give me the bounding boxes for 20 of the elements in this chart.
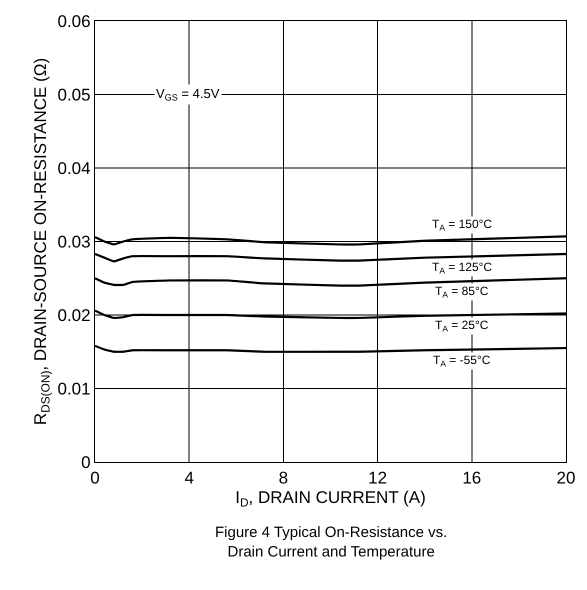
annotation: V$_{GS}$ = 4.5V <box>156 86 220 103</box>
x-axis-title: I$_{D}$, DRAIN CURRENT (A) <box>235 488 426 510</box>
x-tick-label: 20 <box>556 468 576 488</box>
y-tick-label: 0 <box>81 452 91 472</box>
x-tick-label: 8 <box>278 468 288 488</box>
y-tick-label: 0.03 <box>58 232 91 252</box>
series-label: T$_{A}$ = 85°C <box>435 284 489 300</box>
series-label: T$_{A}$ = 125°C <box>432 260 492 276</box>
y-tick-label: 0.04 <box>58 158 91 178</box>
series-label: T$_{A}$ = 25°C <box>435 318 489 334</box>
y-tick-label: 0.01 <box>58 379 91 398</box>
y-tick-label: 0.06 <box>58 12 91 31</box>
y-tick-label: 0.05 <box>58 85 91 104</box>
x-tick-label: 16 <box>462 468 482 488</box>
y-tick-label: 0.02 <box>58 306 91 325</box>
x-tick-label: 12 <box>368 468 388 488</box>
x-tick-label: 4 <box>184 468 194 488</box>
series-label: T$_{A}$ = 150°C <box>432 217 492 233</box>
series-label: T$_{A}$ = -55°C <box>433 353 491 369</box>
text: Figure 4 Typical On-Resistance vs. Drain Current and Temperature <box>215 524 448 560</box>
